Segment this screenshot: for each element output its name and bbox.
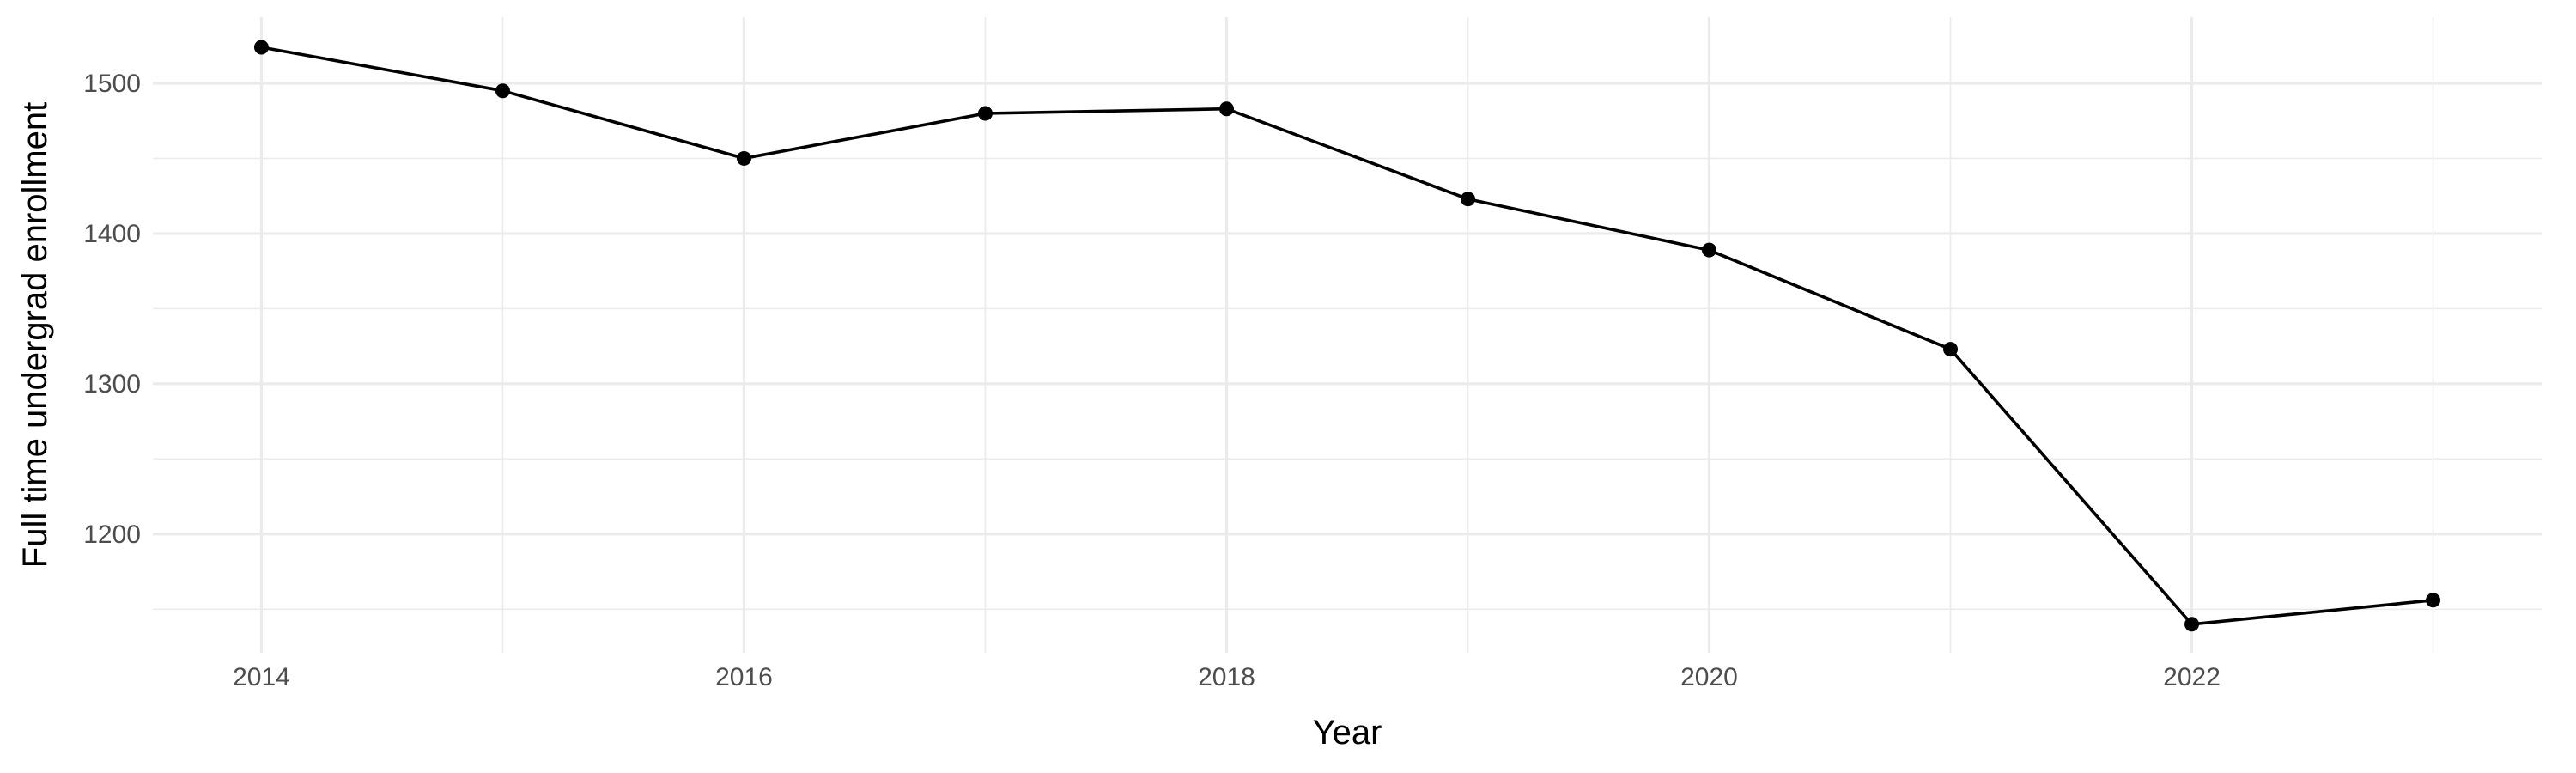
x-tick-label: 2018 bbox=[1198, 663, 1255, 691]
y-tick-label: 1300 bbox=[83, 370, 141, 399]
x-tick-label: 2020 bbox=[1680, 663, 1738, 691]
data-point bbox=[736, 150, 751, 166]
y-tick-label: 1400 bbox=[83, 220, 141, 248]
series-line bbox=[261, 46, 2433, 626]
y-tick-label: 1500 bbox=[83, 70, 141, 98]
x-tick-label: 2022 bbox=[2163, 663, 2221, 691]
data-point bbox=[495, 83, 510, 99]
data-point bbox=[253, 40, 269, 55]
grid bbox=[153, 17, 2542, 653]
y-axis-title: Full time undergrad enrollment bbox=[16, 102, 54, 568]
data-point bbox=[2184, 617, 2200, 632]
x-axis-title: Year bbox=[1313, 714, 1382, 752]
series bbox=[253, 40, 2441, 632]
x-tick-label: 2016 bbox=[715, 663, 773, 691]
data-point bbox=[1943, 342, 1959, 357]
x-tick-label: 2014 bbox=[233, 663, 290, 691]
data-point bbox=[977, 106, 993, 121]
data-point bbox=[2426, 593, 2441, 608]
y-tick-label: 1200 bbox=[83, 520, 141, 549]
data-point bbox=[1702, 242, 1717, 258]
data-point bbox=[1218, 101, 1234, 117]
data-point bbox=[1461, 192, 1476, 207]
tick-labels: 2014 2016 2018 2020 2022 1200 1300 1400 1500 bbox=[83, 70, 2221, 691]
